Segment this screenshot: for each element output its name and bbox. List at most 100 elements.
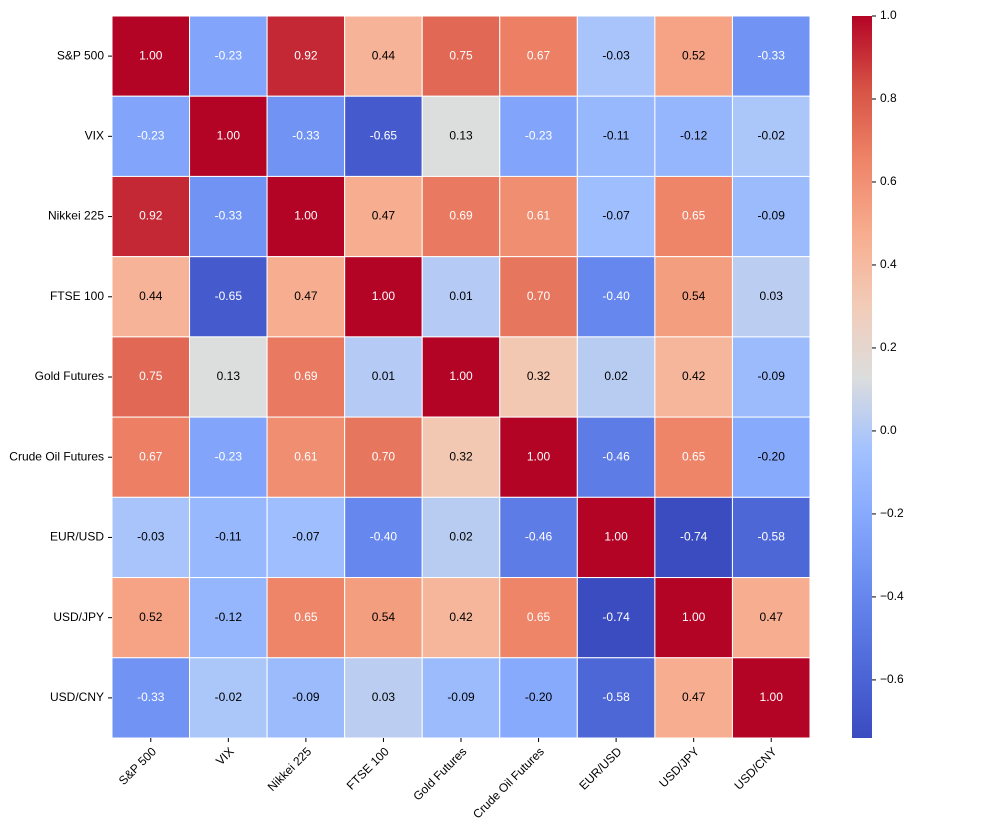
- heatmap-cell: [576, 175, 656, 258]
- heatmap-cell: [421, 175, 501, 258]
- cell-label: 0.32: [527, 369, 551, 383]
- cell-label: -0.12: [215, 610, 243, 624]
- cell-label: 0.69: [449, 209, 473, 223]
- colorbar-tick-label: −0.6: [880, 672, 904, 686]
- heatmap-cell: [421, 416, 501, 498]
- heatmap-cell: [731, 336, 811, 418]
- y-tick-label: Crude Oil Futures: [9, 449, 104, 463]
- heatmap-cell: [344, 175, 423, 258]
- cell-label: 0.13: [449, 129, 473, 143]
- heatmap-cell: [111, 577, 191, 659]
- colorbar-tick-label: 0.6: [880, 174, 897, 188]
- cell-label: -0.09: [758, 209, 786, 223]
- heatmap-cell: [189, 175, 268, 258]
- cell-label: 0.54: [372, 610, 396, 624]
- heatmap-cell: [266, 175, 346, 258]
- heatmap-cell: [266, 657, 346, 739]
- cell-label: -0.46: [602, 449, 630, 463]
- heatmap-cell: [731, 95, 811, 177]
- heatmap-cell: [189, 657, 268, 739]
- heatmap-cell: [189, 416, 268, 498]
- heatmap-cell: [421, 95, 501, 177]
- cell-label: 1.00: [527, 449, 551, 463]
- colorbar-tick-label: 1.0: [880, 8, 897, 22]
- heatmap-cell: [189, 336, 268, 418]
- cell-label: -0.07: [292, 530, 320, 544]
- cell-label: 0.02: [449, 530, 473, 544]
- cell-label: 1.00: [604, 530, 628, 544]
- heatmap-cell: [344, 577, 423, 659]
- cell-label: -0.40: [370, 530, 398, 544]
- cell-label: 1.00: [682, 610, 706, 624]
- cell-label: 1.00: [217, 129, 241, 143]
- cell-label: -0.20: [525, 690, 553, 704]
- heatmap-cell: [344, 416, 423, 498]
- y-tick-label: FTSE 100: [50, 289, 104, 303]
- cell-label: 0.65: [527, 610, 551, 624]
- cell-label: 0.75: [139, 369, 163, 383]
- heatmap-cell: [111, 496, 191, 579]
- heatmap-cell: [654, 256, 733, 338]
- cell-label: -0.33: [215, 209, 243, 223]
- heatmap-cell: [576, 95, 656, 177]
- cell-label: -0.46: [525, 530, 553, 544]
- cell-label: 0.44: [139, 289, 163, 303]
- heatmap-cell: [421, 496, 501, 579]
- heatmap-cell: [731, 416, 811, 498]
- cell-label: 0.44: [372, 48, 396, 62]
- cell-label: 0.47: [294, 289, 318, 303]
- cell-label: 0.01: [449, 289, 473, 303]
- cell-label: 0.70: [527, 289, 551, 303]
- heatmap-cell: [421, 577, 501, 659]
- heatmap-cell: [654, 416, 733, 498]
- colorbar-tick-label: 0.4: [880, 257, 897, 271]
- heatmap-cell: [576, 336, 656, 418]
- cell-label: -0.58: [758, 530, 786, 544]
- heatmap-cell: [499, 416, 578, 498]
- heatmap-cell: [111, 657, 191, 739]
- cell-label: -0.03: [602, 48, 630, 62]
- cell-label: -0.09: [758, 369, 786, 383]
- cell-label: 1.00: [449, 369, 473, 383]
- heatmap-cell: [111, 336, 191, 418]
- x-tick-label: FTSE 100: [344, 744, 392, 792]
- heatmap-cell: [654, 95, 733, 177]
- heatmap-cell: [499, 577, 578, 659]
- heatmap-cell: [189, 256, 268, 338]
- cell-label: 0.03: [372, 690, 396, 704]
- cell-label: 0.65: [294, 610, 318, 624]
- cell-label: 0.01: [372, 369, 396, 383]
- heatmap-cell: [654, 15, 733, 97]
- cell-label: 0.42: [682, 369, 706, 383]
- heatmap-cell: [344, 336, 423, 418]
- y-tick-label: EUR/USD: [50, 530, 104, 544]
- heatmap-cell: [499, 657, 578, 739]
- heatmap-cell: [421, 657, 501, 739]
- heatmap-cell: [344, 657, 423, 739]
- cell-label: 0.92: [139, 209, 163, 223]
- x-tick-label: USD/CNY: [731, 744, 779, 792]
- heatmap-cell: [111, 256, 191, 338]
- heatmap-cell: [266, 577, 346, 659]
- heatmap-cell: [731, 175, 811, 258]
- cell-label: -0.12: [680, 129, 708, 143]
- cell-label: -0.33: [292, 129, 320, 143]
- x-tick-label: Gold Futures: [410, 744, 469, 803]
- cell-label: 0.03: [760, 289, 784, 303]
- cell-label: 0.52: [682, 48, 706, 62]
- cell-label: -0.02: [215, 690, 243, 704]
- cell-label: 0.42: [449, 610, 473, 624]
- colorbar-tick-label: 0.8: [880, 91, 897, 105]
- cell-label: 0.70: [372, 449, 396, 463]
- cell-label: -0.23: [137, 129, 165, 143]
- heatmap-cell: [344, 256, 423, 338]
- heatmap-cell: [111, 95, 191, 177]
- cell-label: 0.69: [294, 369, 318, 383]
- cell-label: -0.11: [603, 129, 630, 143]
- heatmap-cell: [731, 577, 811, 659]
- cell-label: -0.23: [525, 129, 553, 143]
- heatmap-cell: [111, 15, 191, 97]
- x-tick-label: VIX: [213, 744, 237, 768]
- heatmap-cell: [189, 496, 268, 579]
- heatmap-cell: [266, 336, 346, 418]
